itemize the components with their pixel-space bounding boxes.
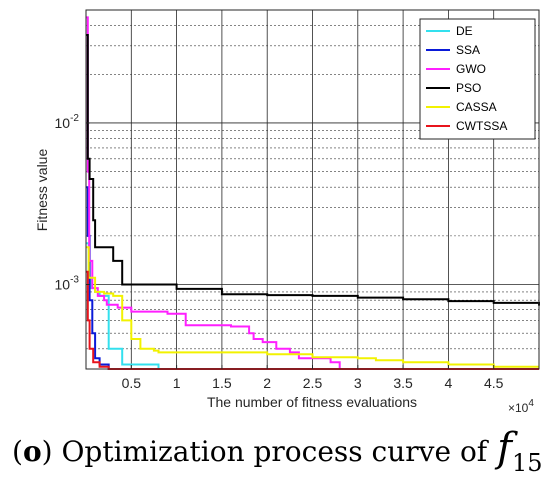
tick-layer: 0.5 1 1.5 2 2.5 3 3.5 4 4.510-310-2	[55, 113, 504, 391]
y-tick-label: 10-3	[55, 275, 80, 293]
chart-svg: 0.5 1 1.5 2 2.5 3 3.5 4 4.510-310-2 The number o…	[34, 9, 540, 415]
x-tick-label: 0.5	[122, 375, 142, 391]
figure-caption: (o) Optimization process curve of f15	[12, 418, 543, 478]
legend: DE SSA GWO PSO CASSA CWTSSA	[419, 18, 536, 140]
x-tick-label: 1	[173, 375, 181, 391]
y-tick-base: 10	[55, 277, 71, 293]
x-multiplier-label: ×104	[508, 398, 534, 415]
legend-label: SSA	[456, 43, 480, 57]
y-tick-exponent: -2	[70, 113, 79, 124]
legend-label: PSO	[456, 81, 481, 95]
y-tick-base: 10	[55, 115, 71, 131]
x-tick-label: 1.5	[212, 375, 232, 391]
x-tick-label: 4	[445, 375, 453, 391]
x-tick-label: 2.5	[303, 375, 323, 391]
chart-container: 0.5 1 1.5 2 2.5 3 3.5 4 4.5 10-3 10-2 The number o…	[34, 9, 540, 415]
caption-function: f	[497, 425, 512, 471]
legend-label: CASSA	[456, 100, 497, 114]
legend-label: CWTSSA	[456, 119, 507, 133]
x-tick-label: 2	[263, 375, 271, 391]
y-tick-label: 10-2	[55, 113, 80, 131]
x-tick-label: 4.5	[484, 375, 504, 391]
y-tick-exponent: -3	[70, 275, 79, 286]
x-tick-label: 3.5	[393, 375, 413, 391]
caption-paren-open: (	[12, 435, 23, 468]
x-axis-label: The number of fitness evaluations	[207, 394, 417, 410]
y-axis-label: Fitness value	[34, 149, 50, 232]
series-line-pso	[86, 34, 540, 306]
caption-letter: o	[22, 435, 42, 468]
caption-paren-close: )	[41, 435, 53, 468]
x-tick-label: 3	[354, 375, 362, 391]
caption-text: Optimization process curve of	[52, 435, 488, 468]
legend-label: GWO	[456, 62, 486, 76]
caption-subscript: 15	[511, 449, 543, 477]
legend-box	[419, 18, 536, 140]
series-line-cassa	[86, 246, 539, 368]
legend-label: DE	[456, 24, 473, 38]
